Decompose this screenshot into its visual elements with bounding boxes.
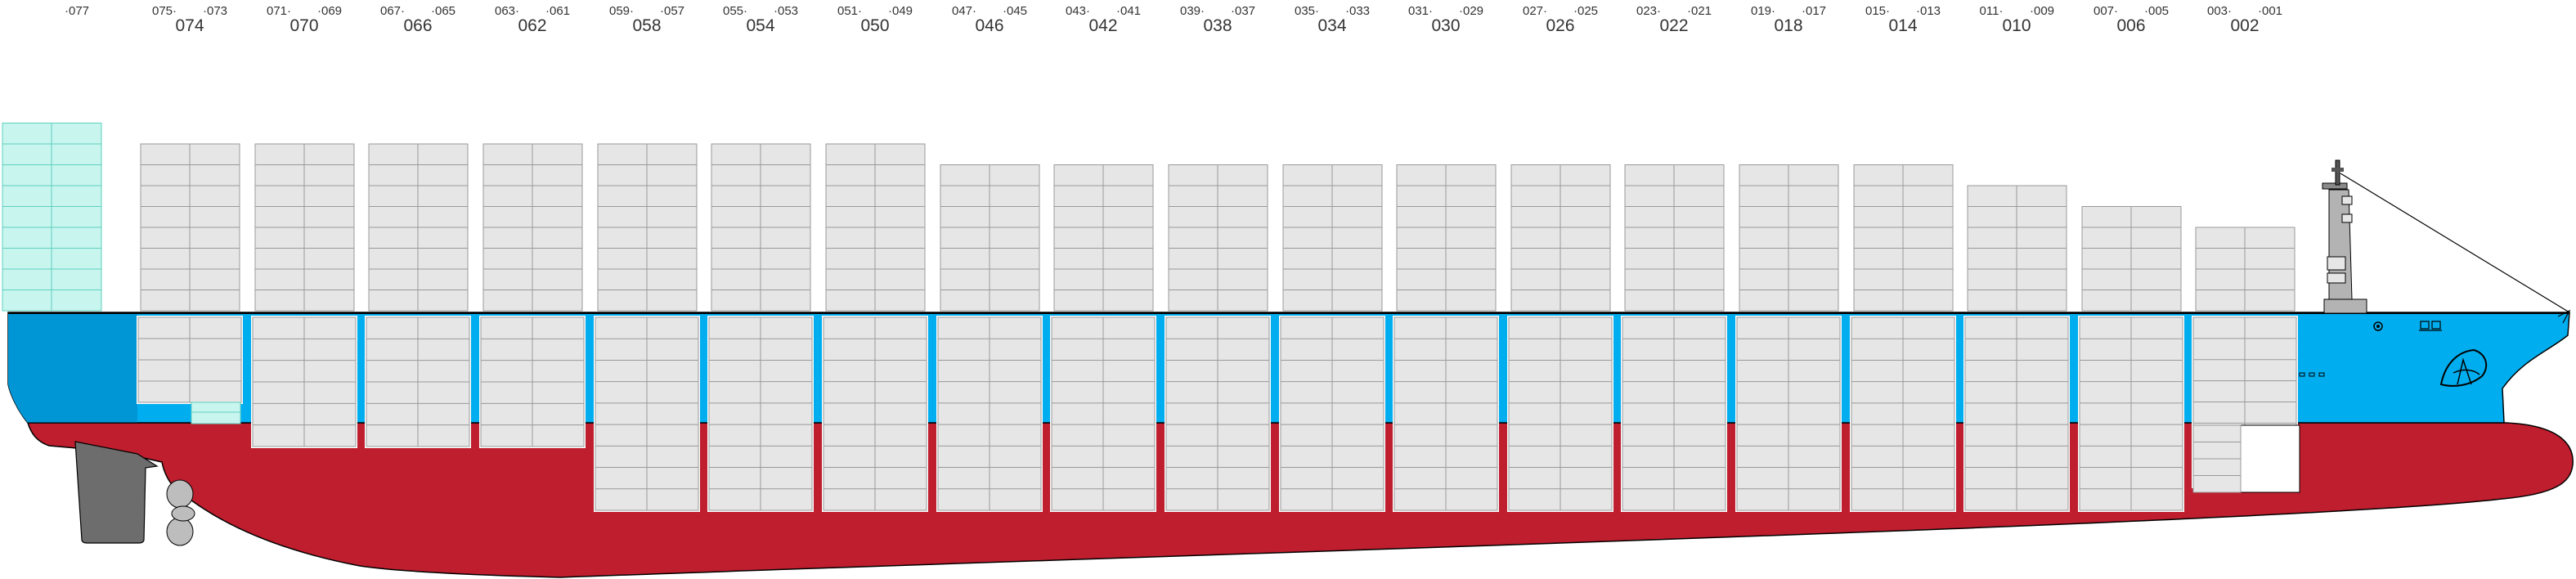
forecastle-line-icon [2340,173,2570,313]
bay-stack [365,143,471,448]
bay-stack [936,164,1043,512]
bay-sub-label-right: ·013 [1916,4,1941,18]
bay-number-label: 058 [632,16,661,35]
bay-number-label: 026 [1546,16,1574,35]
bay-sub-label-left: 023· [1636,4,1661,18]
bay-sub-label-left: 011· [1980,4,2004,18]
bay-sub-label-left: 015· [1865,4,1890,18]
aft-hold-extras [191,402,2300,493]
bay-stack [2,123,102,312]
bay-number-label: 050 [860,16,889,35]
bay-sub-label-left: 063· [495,4,519,18]
bay-sub-label-left: 039· [1180,4,1205,18]
container-stacks [2,123,2300,512]
bay-number-label: 046 [975,16,1003,35]
bay-stack [1621,164,1727,512]
bay-stack [2078,206,2184,512]
bay-sub-label-right: ·009 [2030,4,2054,18]
bay-number-label: 018 [1774,16,1802,35]
bay-number-label: 006 [2116,16,2145,35]
bay-sub-label-right: ·061 [545,4,570,18]
upper-hull-aft [8,312,137,423]
bay-sub-label-right: ·017 [1802,4,1826,18]
bay-stack [479,143,586,448]
bay-stack [1963,185,2070,512]
rudder-icon [74,441,159,544]
bay-stack [251,143,357,448]
bay-sub-label-left: 031· [1408,4,1433,18]
bay-number-label: 038 [1203,16,1232,35]
bay-sub-label-right: ·001 [2258,4,2282,18]
bay-number-label: 034 [1317,16,1346,35]
bay-stack [1850,164,1956,512]
company-logo-icon [2373,321,2488,387]
hull-vents [2299,372,2325,377]
bay-number-label: 062 [518,16,546,35]
forward-hold-stack [2192,424,2242,493]
bay-sub-label-left: 051· [837,4,862,18]
bay-sub-label-left: 067· [380,4,405,18]
bay-sub-label-right: ·077 [65,4,89,18]
bay-sub-label-right: ·045 [1003,4,1027,18]
bay-stack [1165,164,1271,512]
reefer-hold-stub [191,402,241,424]
propeller-icon [166,479,195,546]
bay-sub-label-right: ·065 [431,4,456,18]
bay-sub-label-right: ·033 [1345,4,1370,18]
bay-sub-label-right: ·069 [317,4,342,18]
bay-sub-label-right: ·037 [1231,4,1255,18]
bay-number-label: 054 [746,16,774,35]
bay-number-label: 022 [1659,16,1688,35]
bay-stack [594,143,700,512]
bay-sub-label-left: 003· [2207,4,2232,18]
bay-number-label: 070 [289,16,318,35]
bay-sub-label-right: ·005 [2144,4,2169,18]
bay-stack [1507,164,1613,512]
bay-sub-label-left: 059· [609,4,634,18]
bay-number-label: 030 [1431,16,1460,35]
bay-number-label: 074 [175,16,204,35]
bay-sub-label-left: 007· [2094,4,2118,18]
bay-sub-label-right: ·029 [1459,4,1483,18]
bay-stack [1735,164,1842,512]
bay-sub-label-right: ·025 [1573,4,1598,18]
bay-sub-label-right: ·049 [888,4,913,18]
bay-sub-label-left: 047· [952,4,976,18]
bay-sub-label-left: 043· [1066,4,1090,18]
bay-sub-label-right: ·053 [774,4,798,18]
bay-stack [1050,164,1156,512]
bay-stack [1393,164,1499,512]
bay-sub-label-right: ·021 [1687,4,1712,18]
bay-number-label: 066 [403,16,432,35]
bay-sub-label-left: 075· [152,4,177,18]
bay-stack [137,143,243,404]
bay-stack [1279,164,1385,512]
bay-number-label: 042 [1088,16,1117,35]
bay-sub-label-left: 071· [267,4,291,18]
bay-number-label: 014 [1888,16,1917,35]
bay-stack [822,143,928,512]
bay-number-label: 002 [2230,16,2259,35]
bay-sub-label-left: 027· [1523,4,1547,18]
bay-stack [707,143,814,512]
bay-sub-label-right: ·041 [1116,4,1141,18]
bay-number-label: 010 [2002,16,2031,35]
bay-sub-label-left: 055· [723,4,747,18]
bay-sub-label-right: ·057 [660,4,684,18]
bay-sub-label-left: 019· [1751,4,1775,18]
forward-hold-void [2240,424,2300,493]
bridge-mast-icon [2322,159,2367,314]
bay-sub-label-right: ·073 [203,4,227,18]
bay-sub-label-left: 035· [1295,4,1319,18]
